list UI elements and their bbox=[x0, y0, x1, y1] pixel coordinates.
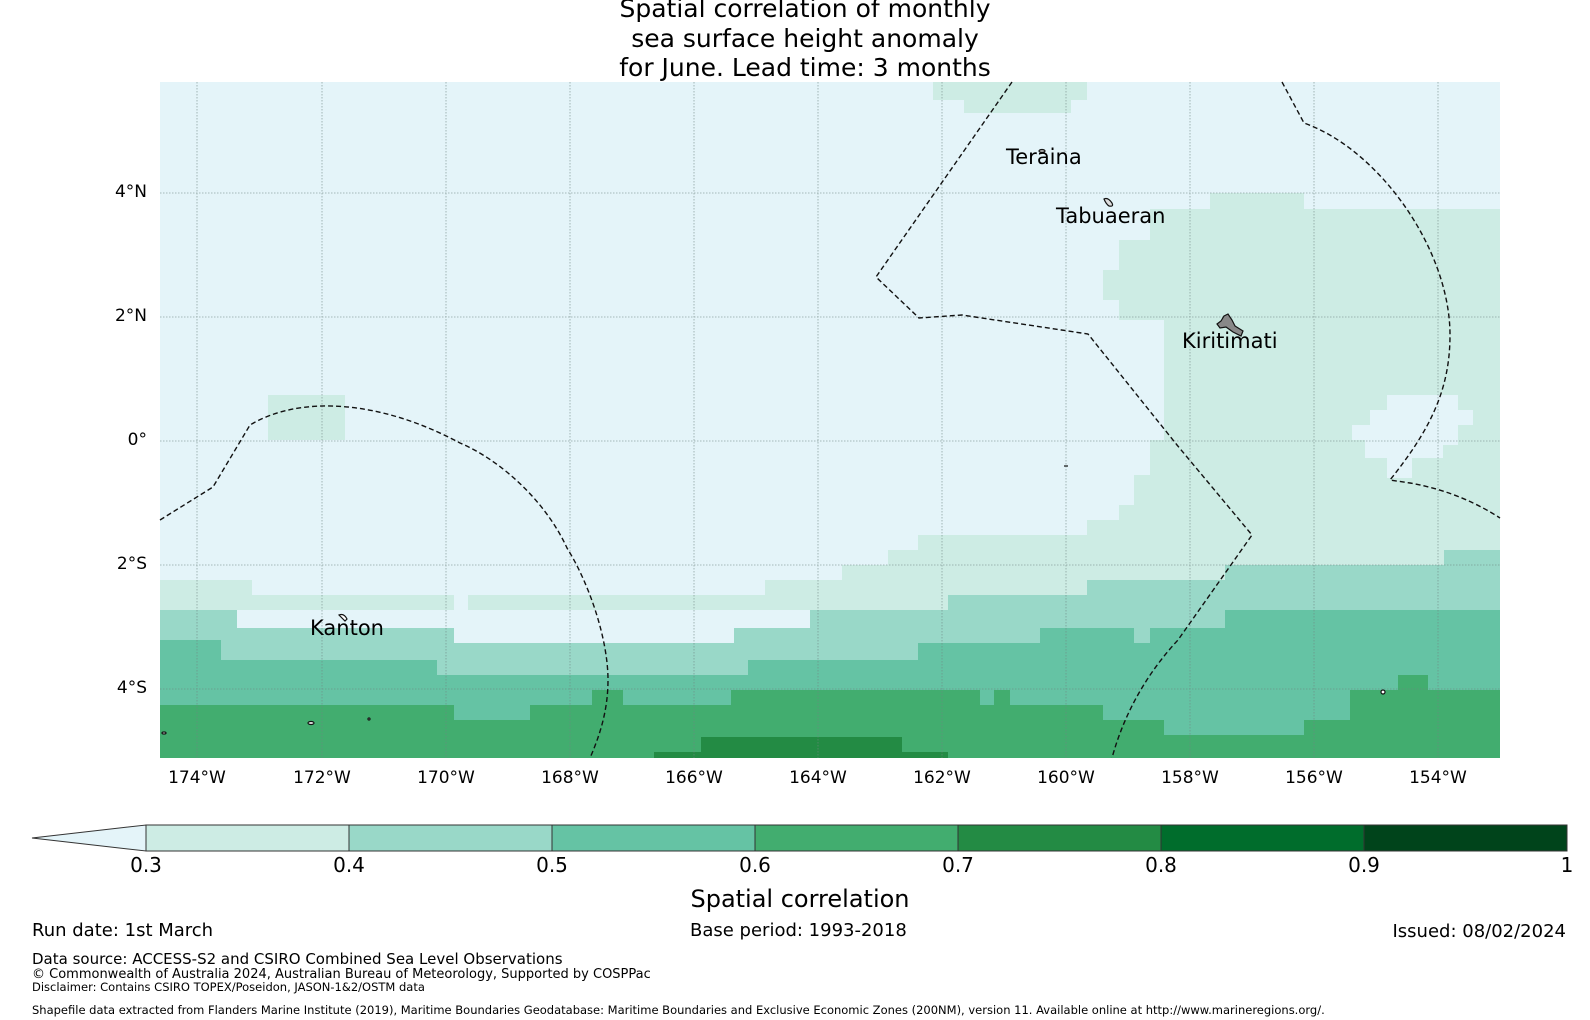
lon-label-166W: 166°W bbox=[665, 768, 723, 788]
island-small-2 bbox=[367, 717, 371, 721]
light-patch-east bbox=[1352, 395, 1473, 478]
lon-label-164W: 164°W bbox=[789, 768, 847, 788]
lat-label-4N: 4°N bbox=[114, 182, 147, 202]
island-tabuaeran bbox=[1103, 197, 1114, 207]
colorbar-tick-0.8: 0.8 bbox=[1145, 853, 1177, 877]
colorbar-segment-0.6 bbox=[755, 825, 958, 851]
colorbar-segment-0.9 bbox=[1364, 825, 1567, 851]
lon-label-158W: 158°W bbox=[1161, 768, 1219, 788]
zone-west-island bbox=[268, 395, 345, 440]
lon-label-162W: 162°W bbox=[913, 768, 971, 788]
island-teraina bbox=[1038, 148, 1046, 154]
place-label-teraina: Teraina bbox=[1006, 145, 1082, 169]
lon-label-172W: 172°W bbox=[293, 768, 351, 788]
colorbar-tick-0.9: 0.9 bbox=[1348, 853, 1380, 877]
island-kiritimati bbox=[1216, 313, 1244, 337]
island-kanton bbox=[337, 613, 348, 622]
colorbar-tick-0.3: 0.3 bbox=[130, 853, 162, 877]
lat-label-2S: 2°S bbox=[116, 554, 147, 574]
correlation-band-0.6 bbox=[160, 675, 1500, 758]
islands bbox=[161, 148, 1386, 735]
place-label-tabuaeran: Tabuaeran bbox=[1056, 204, 1166, 228]
colorbar-segment-0.3 bbox=[146, 825, 349, 851]
eez-line-east bbox=[1281, 81, 1501, 519]
colorbar-outline bbox=[145, 824, 1568, 852]
island-small-1 bbox=[307, 720, 315, 726]
colorbar-tick-0.6: 0.6 bbox=[739, 853, 771, 877]
colorbar-dividers bbox=[348, 825, 1365, 851]
eez-boundaries bbox=[159, 81, 1501, 759]
lat-label-4S: 4°S bbox=[116, 678, 147, 698]
lon-label-160W: 160°W bbox=[1037, 768, 1095, 788]
correlation-band-0.7 bbox=[654, 737, 948, 758]
eez-line-west bbox=[159, 405, 609, 759]
data-source: Data source: ACCESS-S2 and CSIRO Combine… bbox=[32, 950, 563, 968]
title-line-2: sea surface height anomaly bbox=[631, 23, 979, 53]
colorbar-extend-arrow bbox=[31, 824, 147, 852]
zone-top-north bbox=[933, 82, 1087, 113]
colorbar-tick-0.4: 0.4 bbox=[333, 853, 365, 877]
place-label-kiritimati: Kiritimati bbox=[1182, 329, 1278, 353]
run-date: Run date: 1st March bbox=[32, 920, 214, 941]
colorbar-segment-0.7 bbox=[958, 825, 1161, 851]
island-small-4 bbox=[1380, 689, 1386, 695]
disclaimer: Disclaimer: Contains CSIRO TOPEX/Poseido… bbox=[32, 980, 425, 994]
title-line-1: Spatial correlation of monthly bbox=[619, 0, 991, 23]
colorbar-segment-0.4 bbox=[349, 825, 552, 851]
lon-label-154W: 154°W bbox=[1409, 768, 1467, 788]
shapefile-credit: Shapefile data extracted from Flanders M… bbox=[32, 1003, 1325, 1017]
place-label-kanton: Kanton bbox=[310, 616, 384, 640]
colorbar-segment-0.5 bbox=[552, 825, 755, 851]
colorbar-label: Spatial correlation bbox=[690, 885, 910, 913]
map-title: Spatial correlation of monthly sea surfa… bbox=[560, 0, 1050, 83]
base-period: Base period: 1993-2018 bbox=[690, 920, 907, 941]
map-panel bbox=[159, 81, 1501, 759]
zone-east-upper bbox=[160, 193, 1500, 610]
lon-label-168W: 168°W bbox=[541, 768, 599, 788]
colorbar-tick-1: 1 bbox=[1560, 853, 1574, 877]
issued-date: Issued: 08/02/2024 bbox=[1392, 921, 1566, 942]
lon-label-170W: 170°W bbox=[417, 768, 475, 788]
copyright: © Commonwealth of Australia 2024, Austra… bbox=[32, 967, 651, 982]
band-0.6-inset bbox=[623, 690, 731, 705]
graticule bbox=[160, 82, 1500, 758]
lat-label-2N: 2°N bbox=[114, 306, 147, 326]
island-small-3 bbox=[161, 731, 167, 735]
lat-label-0: 0° bbox=[127, 430, 147, 450]
colorbar bbox=[31, 824, 1568, 852]
lon-label-174W: 174°W bbox=[168, 768, 226, 788]
lon-label-156W: 156°W bbox=[1285, 768, 1343, 788]
colorbar-tick-0.7: 0.7 bbox=[942, 853, 974, 877]
eez-line-central bbox=[875, 81, 1253, 759]
correlation-band-0.3 bbox=[160, 82, 1500, 610]
title-line-3: for June. Lead time: 3 months bbox=[619, 53, 991, 82]
colorbar-tick-0.5: 0.5 bbox=[536, 853, 568, 877]
colorbar-segment-0.8 bbox=[1161, 825, 1364, 851]
